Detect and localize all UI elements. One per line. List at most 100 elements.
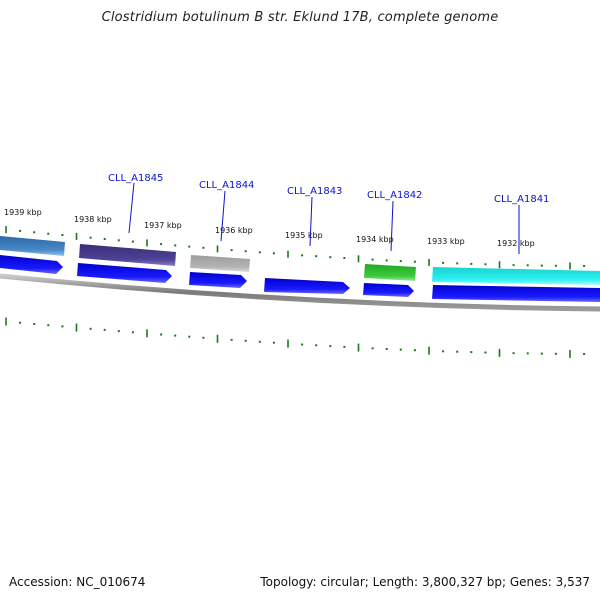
major-tick [146,239,148,247]
minor-tick [329,345,332,348]
cds-arrow[interactable] [264,278,350,294]
locus-label[interactable]: CLL_A1844 [199,180,254,191]
minor-tick [131,240,134,243]
major-tick [287,339,289,348]
minor-tick [315,344,318,347]
minor-tick [174,244,177,247]
major-tick [569,349,571,358]
major-tick [357,343,360,352]
minor-tick [512,264,515,267]
minor-tick [160,333,163,336]
minor-tick [103,238,106,240]
minor-tick [470,351,473,354]
minor-tick [456,262,459,265]
kbp-label: 1936 kbp [215,226,253,235]
minor-tick [272,252,275,255]
minor-tick [540,352,543,355]
major-tick [146,329,148,338]
genome-backbone [0,273,600,312]
minor-tick [484,351,487,354]
kbp-label: 1934 kbp [356,235,394,244]
genome-summary-label: Topology: circular; Length: 3,800,327 bp… [260,575,590,589]
locus-leader-line [390,200,394,252]
minor-tick [47,324,50,327]
cds-arrow[interactable] [77,263,172,283]
major-tick [428,346,430,355]
minor-tick [33,323,36,325]
minor-tick [202,336,205,339]
minor-tick [371,258,374,261]
major-tick [357,255,360,263]
minor-tick [583,353,586,355]
major-tick [216,334,219,343]
minor-tick [258,340,261,343]
locus-leader-line [128,182,135,234]
minor-tick [188,245,191,248]
locus-callouts: CLL_A1845 CLL_A1844 CLL_A1843 CLL_A1842 … [108,173,549,254]
minor-tick [230,249,233,252]
feature-block-steelblue[interactable] [0,236,65,256]
minor-tick [244,339,247,342]
kbp-label: 1935 kbp [285,231,323,240]
minor-tick [117,239,120,242]
feature-track [0,236,600,285]
minor-tick [103,328,106,331]
minor-tick [512,352,515,355]
minor-tick [61,325,64,328]
minor-tick [554,352,557,355]
minor-tick [442,350,445,353]
minor-tick [371,347,374,350]
cds-track [0,255,600,302]
feature-block-cyan[interactable] [432,267,600,285]
kbp-label: 1932 kbp [497,239,535,248]
kbp-label: 1937 kbp [144,221,182,230]
minor-tick [272,341,275,344]
minor-tick [526,264,529,267]
locus-label[interactable]: CLL_A1845 [108,173,163,184]
minor-tick [554,264,557,267]
minor-tick [188,335,191,338]
locus-label[interactable]: CLL_A1843 [287,186,342,197]
minor-tick [413,260,416,263]
upper-tick-ring [5,226,586,270]
minor-tick [329,256,332,259]
minor-tick [89,236,92,239]
minor-tick [19,321,22,324]
minor-tick [301,254,304,257]
minor-tick [89,327,92,330]
locus-label[interactable]: CLL_A1842 [367,190,422,201]
minor-tick [230,338,233,341]
kbp-labels: 1939 kbp 1938 kbp 1937 kbp 1936 kbp 1935… [4,208,535,248]
major-tick [216,245,219,253]
feature-block-purple[interactable] [79,244,176,266]
minor-tick [399,260,402,263]
minor-tick [540,264,543,267]
minor-tick [33,231,36,234]
kbp-label: 1933 kbp [427,237,465,246]
locus-label[interactable]: CLL_A1841 [494,194,549,205]
cds-arrow[interactable] [0,255,63,274]
genome-title: Clostridium botulinum B str. Eklund 17B,… [101,10,499,25]
major-tick [5,317,7,326]
locus-leader-line [220,190,226,242]
minor-tick [385,348,388,350]
major-tick [287,250,289,258]
minor-tick [413,349,416,352]
minor-tick [583,265,586,267]
feature-block-green[interactable] [364,264,416,281]
cds-arrow[interactable] [189,272,247,288]
major-tick [569,262,571,270]
major-tick [498,261,501,269]
minor-tick [343,257,346,259]
feature-block-gray[interactable] [190,255,250,272]
minor-tick [343,345,346,348]
major-tick [498,348,501,357]
locus-leader-line [309,196,313,247]
cds-arrow[interactable] [432,285,600,302]
major-tick [428,258,430,266]
minor-tick [442,261,445,264]
cds-arrow[interactable] [363,283,414,297]
minor-tick [202,246,205,249]
